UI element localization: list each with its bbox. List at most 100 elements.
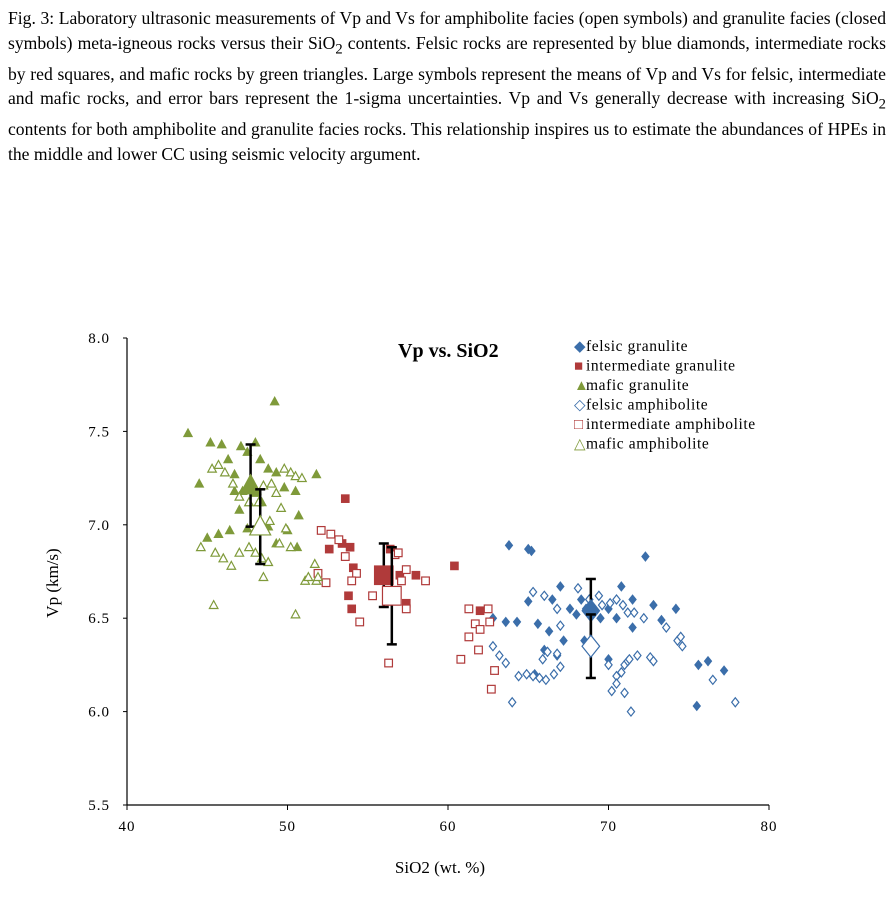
felsic-amphibolite-point bbox=[552, 603, 562, 615]
felsic-amphibolite-point bbox=[605, 597, 615, 609]
y-axis-label: Vp (km/s) bbox=[43, 548, 62, 617]
felsic-amphibolite-point bbox=[528, 586, 538, 598]
felsic-granulite-point bbox=[533, 618, 543, 630]
mafic-granulite-point bbox=[202, 532, 213, 542]
intermediate-amphibolite-point bbox=[352, 568, 361, 578]
y-tick-label: 7.5 bbox=[88, 424, 110, 440]
mafic-amphibolite-point bbox=[275, 502, 287, 512]
felsic-granulite-point bbox=[544, 625, 554, 637]
mafic-granulite-point bbox=[229, 468, 240, 479]
mafic-amphibolite-point bbox=[234, 491, 245, 501]
mafic-granulite-point bbox=[271, 466, 282, 477]
legend-label: intermediate amphibolite bbox=[586, 416, 756, 433]
felsic-granulite-point bbox=[703, 655, 713, 667]
felsic-granulite-point bbox=[694, 659, 703, 671]
felsic-granulite-point bbox=[649, 599, 658, 611]
intermediate-amphibolite-point bbox=[485, 617, 495, 627]
mafic-amphibolite-point bbox=[213, 459, 224, 469]
mafic-amphibolite-point bbox=[285, 466, 296, 477]
felsic-granulite-point bbox=[524, 596, 533, 607]
intermediate-amphibolite-point bbox=[490, 666, 499, 675]
felsic-amphibolite-point bbox=[597, 599, 607, 611]
legend-marker-icon: ▲ bbox=[574, 378, 589, 394]
mafic-amphibolite-point bbox=[309, 558, 321, 569]
mafic-amphibolite-point bbox=[227, 477, 239, 488]
intermediate-granulite-point bbox=[475, 606, 485, 616]
legend-label: mafic granulite bbox=[586, 377, 689, 394]
legend-item: ◆ felsic granulite bbox=[574, 338, 688, 355]
legend-marker-icon: ■ bbox=[574, 359, 583, 375]
felsic-amphibolite-point bbox=[620, 687, 629, 699]
x-tick-label: 80 bbox=[761, 819, 778, 835]
y-tick-label: 6.5 bbox=[88, 611, 110, 627]
felsic-amphibolite-point bbox=[677, 640, 687, 652]
intermediate-granulite-point bbox=[324, 544, 334, 554]
caption-text-2: contents. Felsic rocks are represented b… bbox=[8, 32, 886, 109]
felsic-amphibolite-point bbox=[494, 650, 504, 662]
felsic-amphibolite-point bbox=[541, 674, 551, 686]
felsic-granulite-point bbox=[527, 545, 536, 557]
felsic-amphibolite-point bbox=[501, 657, 511, 669]
intermediate-amphibolite-point bbox=[464, 632, 474, 642]
felsic-amphibolite-point bbox=[528, 670, 538, 682]
felsic-granulite-point bbox=[596, 612, 605, 624]
figure-caption: Fig. 3: Laboratory ultrasonic measuremen… bbox=[8, 6, 886, 166]
intermediate-amphibolite-point bbox=[368, 591, 377, 601]
mafic-amphibolite-point bbox=[243, 496, 255, 507]
mafic-amphibolite-point bbox=[290, 608, 301, 619]
felsic-granulite-point bbox=[572, 609, 581, 620]
felsic-amphibolite-point bbox=[555, 620, 565, 632]
mafic-amphibolite-point bbox=[226, 560, 237, 570]
mafic-granulite-point bbox=[242, 522, 253, 533]
felsic-granulite-point bbox=[548, 594, 557, 605]
mafic-amphibolite-point bbox=[280, 522, 292, 533]
intermediate-granulite-point bbox=[344, 591, 353, 601]
mafic-granulite-mean-marker bbox=[239, 473, 262, 495]
felsic-amphibolite-point bbox=[730, 696, 740, 708]
felsic-granulite-point bbox=[657, 614, 666, 626]
caption-text-1: Fig. 3: Laboratory ultrasonic measuremen… bbox=[8, 8, 886, 53]
mafic-granulite-point bbox=[290, 485, 301, 496]
felsic-amphibolite-point bbox=[604, 659, 613, 671]
felsic-amphibolite-point bbox=[626, 706, 636, 718]
x-tick-label: 70 bbox=[600, 819, 617, 835]
mafic-amphibolite-point bbox=[219, 466, 231, 477]
caption-subscript-2: 2 bbox=[878, 96, 886, 113]
legend-label: mafic amphibolite bbox=[586, 436, 709, 453]
intermediate-granulite-point bbox=[411, 570, 421, 580]
intermediate-amphibolite-point bbox=[355, 617, 365, 627]
felsic-amphibolite-point bbox=[573, 582, 583, 594]
legend: ◆ felsic granulite■ intermediate granulite… bbox=[574, 338, 756, 453]
felsic-granulite-point bbox=[641, 551, 650, 562]
felsic-granulite-point bbox=[628, 594, 637, 605]
felsic-amphibolite-point bbox=[612, 678, 621, 690]
mafic-amphibolite-point bbox=[195, 541, 207, 552]
intermediate-amphibolite-point bbox=[483, 604, 493, 614]
y-tick-label: 8.0 bbox=[88, 331, 110, 347]
felsic-granulite-point bbox=[501, 616, 511, 628]
intermediate-amphibolite-point bbox=[474, 645, 483, 655]
x-tick-label: 60 bbox=[440, 819, 457, 835]
intermediate-amphibolite-point bbox=[334, 535, 344, 545]
mafic-granulite-point bbox=[235, 440, 247, 451]
mafic-amphibolite-point bbox=[279, 463, 290, 473]
x-tick-label: 40 bbox=[119, 819, 136, 835]
mafic-granulite-point bbox=[205, 437, 216, 447]
intermediate-amphibolite-point bbox=[470, 619, 480, 629]
felsic-amphibolite-point bbox=[676, 631, 686, 643]
felsic-granulite-point bbox=[576, 594, 586, 605]
felsic-granulite-point bbox=[617, 581, 626, 592]
intermediate-amphibolite-point bbox=[401, 604, 411, 614]
intermediate-amphibolite-point bbox=[321, 578, 331, 588]
legend-marker-icon: △ bbox=[574, 437, 586, 453]
felsic-amphibolite-point bbox=[624, 653, 634, 665]
legend-marker-icon: ◇ bbox=[574, 398, 586, 414]
mafic-granulite-point bbox=[234, 504, 245, 514]
mafic-amphibolite-point bbox=[262, 556, 274, 567]
felsic-granulite-point bbox=[565, 603, 575, 615]
mafic-amphibolite-point bbox=[218, 552, 229, 563]
legend-label: felsic granulite bbox=[586, 338, 688, 355]
intermediate-amphibolite-point bbox=[464, 604, 474, 614]
mean-markers bbox=[239, 443, 601, 680]
y-tick-label: 6.0 bbox=[88, 705, 110, 721]
